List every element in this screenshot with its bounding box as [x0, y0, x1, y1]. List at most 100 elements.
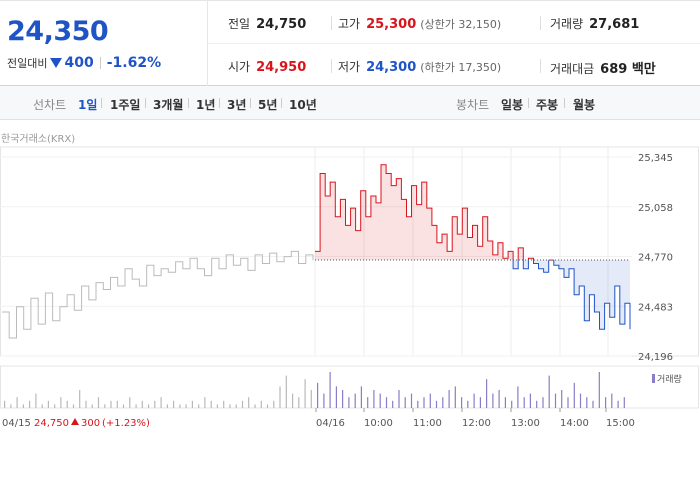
- candle-chart-label: 봉차트: [456, 98, 490, 112]
- volume-bar: [548, 375, 550, 408]
- volume-bar: [536, 400, 538, 408]
- volume-bar: [423, 397, 425, 408]
- volume-bar: [185, 404, 187, 408]
- volume-bar: [235, 404, 237, 408]
- divider: [219, 98, 220, 108]
- volume-bar: [329, 372, 331, 408]
- volume-bar: [373, 390, 375, 408]
- period-5y[interactable]: 5년: [258, 98, 278, 112]
- volume-bar: [492, 393, 494, 408]
- divider: [540, 59, 541, 73]
- x-tick-label: 11:00: [413, 418, 442, 429]
- footer-close: 24,750: [34, 418, 69, 429]
- volume-bar: [285, 375, 287, 408]
- footer-date: 04/15: [2, 418, 31, 429]
- volume-bar: [72, 404, 75, 408]
- volume-bar: [335, 386, 337, 408]
- volume-bar: [486, 379, 488, 408]
- volume-bar: [310, 390, 312, 408]
- period-1w[interactable]: 1주일: [110, 98, 141, 112]
- change-rate: -1.62%: [106, 55, 162, 71]
- series-prev-day: [2, 250, 314, 339]
- volume-bar: [254, 404, 256, 408]
- volume-bar: [179, 404, 181, 408]
- stats-row-2: 시가 24,950 저가 24,300 (하한가 17,350) 거래대금 68…: [208, 44, 700, 87]
- volume-bar: [292, 393, 294, 408]
- volume-bar: [348, 397, 350, 408]
- volume-bar: [323, 393, 325, 408]
- volume-bar: [54, 404, 56, 408]
- quote-summary: 24,350 전일대비 400 -1.62% 전일 24,750 고가 25,3…: [0, 0, 700, 87]
- volume-bar: [579, 393, 582, 408]
- divider: [540, 16, 541, 30]
- volume-bar: [479, 397, 481, 408]
- chart-grid: [0, 146, 699, 357]
- period-10y[interactable]: 10년: [289, 98, 317, 112]
- volume-bar: [367, 397, 369, 408]
- line-up: [527, 257, 534, 261]
- period-3y[interactable]: 3년: [227, 98, 247, 112]
- volume-bar: [135, 404, 137, 408]
- volume-bar: [273, 400, 275, 408]
- stat-value: 27,681: [589, 17, 640, 32]
- down-arrow-icon: [50, 58, 63, 68]
- volume-swatch: [652, 374, 655, 383]
- candle-monthly[interactable]: 월봉: [573, 98, 596, 112]
- volume-bar: [304, 379, 306, 408]
- volume-bar: [104, 404, 106, 408]
- stat-value: 25,300: [366, 17, 417, 32]
- stat-high: 고가 25,300 (상한가 32,150): [338, 15, 501, 32]
- current-price: 24,350: [7, 16, 109, 47]
- line-down: [553, 260, 631, 330]
- volume-bar: [404, 397, 406, 408]
- volume-bar: [22, 404, 24, 408]
- period-1d[interactable]: 1일: [78, 98, 98, 112]
- divider: [145, 98, 146, 108]
- volume-bar: [129, 397, 131, 408]
- x-tick-label: 13:00: [511, 418, 540, 429]
- volume-bar: [10, 404, 12, 408]
- prev-day-line: [2, 250, 314, 339]
- x-tick-label: 04/16: [316, 418, 345, 429]
- volume-bar: [148, 404, 150, 408]
- volume-bar: [623, 397, 625, 408]
- volume-bar: [116, 400, 118, 408]
- period-1y[interactable]: 1년: [196, 98, 216, 112]
- candle-daily[interactable]: 일봉: [501, 98, 524, 112]
- x-tick-label: 12:00: [462, 418, 491, 429]
- line-up: [517, 247, 524, 261]
- divider: [331, 59, 332, 73]
- volume-bar: [110, 400, 112, 408]
- volume-bar: [198, 404, 200, 408]
- period-3m[interactable]: 3개월: [153, 98, 184, 112]
- footer-change: 300: [81, 418, 100, 429]
- divider: [528, 98, 529, 108]
- volume-bar: [542, 397, 544, 408]
- divider: [331, 16, 332, 30]
- area-down: [533, 260, 549, 273]
- volume-bar: [122, 404, 125, 408]
- area-up: [315, 164, 514, 261]
- change-row: 전일대비 400 -1.62%: [7, 55, 161, 71]
- line-chart-label: 선차트: [33, 98, 67, 112]
- stat-label: 전일: [228, 17, 251, 31]
- x-tick-label: 10:00: [364, 418, 393, 429]
- stat-label: 거래량: [550, 17, 584, 31]
- volume-bar: [517, 386, 519, 408]
- period-bar: 선차트 1일 1주일 3개월 1년 3년 5년 10년 봉차트 일봉 주봉 월봉: [0, 86, 700, 120]
- volume-bar: [592, 400, 594, 408]
- volume-bar: [598, 372, 600, 408]
- volume-bar: [529, 393, 531, 408]
- volume-bar: [573, 382, 575, 408]
- volume-bar: [66, 400, 68, 408]
- volume-bar: [79, 390, 81, 408]
- stat-label: 시가: [228, 60, 251, 74]
- stats-table: 전일 24,750 고가 25,300 (상한가 32,150) 거래량 27,…: [208, 1, 700, 87]
- candle-weekly[interactable]: 주봉: [536, 98, 559, 112]
- volume-bar: [97, 397, 100, 408]
- upper-limit: (상한가 32,150): [420, 18, 502, 31]
- volume-bar: [605, 397, 607, 408]
- divider: [281, 98, 282, 108]
